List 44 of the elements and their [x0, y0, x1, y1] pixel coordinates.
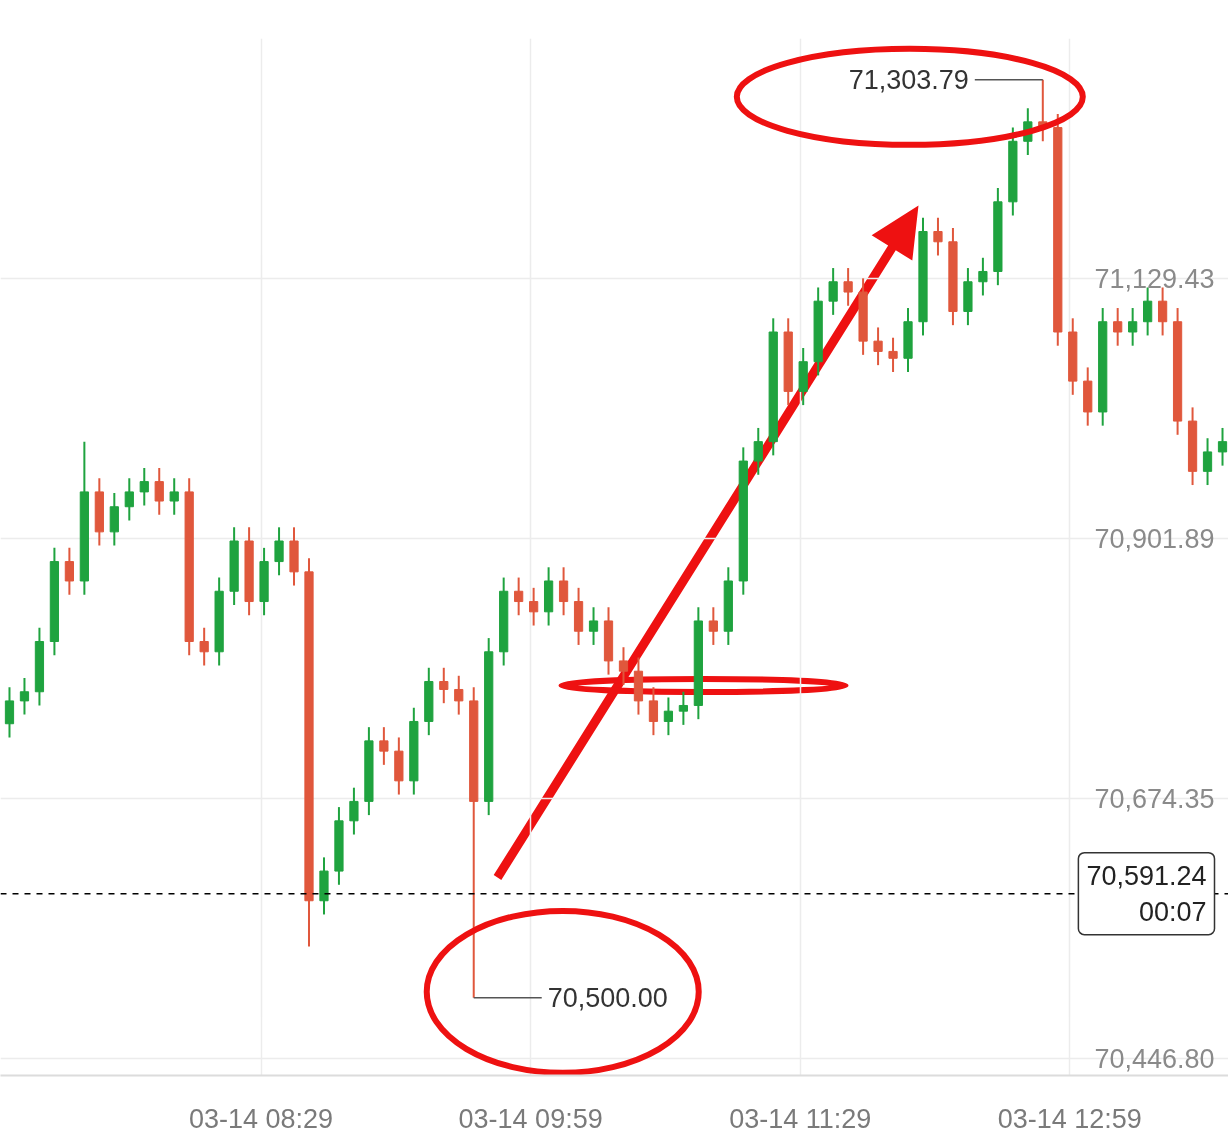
candlestick [1202, 437, 1213, 487]
candlestick [978, 256, 988, 297]
candlestick [169, 477, 179, 516]
candlestick [514, 576, 524, 617]
x-tick-label: 03-14 12:59 [997, 1103, 1142, 1134]
annotation: 70,500.00 [547, 983, 668, 1014]
candlestick [454, 674, 464, 716]
candlestick [199, 626, 209, 667]
candlestick [708, 606, 718, 646]
candlestick [888, 336, 898, 373]
candlestick [933, 216, 943, 257]
candlestick [1113, 307, 1123, 347]
x-tick-label: 03-14 11:29 [729, 1103, 872, 1134]
candlestick [753, 426, 763, 476]
y-tick-label: 70,674.35 [1094, 784, 1215, 815]
ref-line-label: 70,591.24 00:07 [1086, 860, 1207, 927]
candlestick [4, 686, 15, 739]
candlestick [1217, 426, 1228, 467]
candlestick [124, 477, 134, 522]
candlestick [19, 677, 30, 716]
candlestick [439, 666, 449, 705]
y-tick-label: 70,901.89 [1094, 524, 1215, 555]
candlestick [843, 267, 853, 307]
candlestick [558, 566, 569, 617]
candlestick [588, 606, 599, 646]
candlestick [274, 526, 284, 577]
y-tick-label: 70,446.80 [1094, 1044, 1215, 1075]
candlestick [154, 466, 164, 516]
candlestick [618, 646, 629, 686]
candlestick [349, 786, 359, 836]
candlestick [648, 686, 659, 737]
x-tick-label: 03-14 08:29 [189, 1103, 334, 1134]
candlestick [663, 696, 674, 737]
candlestick [678, 690, 689, 726]
candlestick [64, 546, 75, 596]
candlestick [139, 466, 149, 507]
candlestick [828, 267, 838, 316]
annotation: 71,303.79 [848, 65, 969, 96]
candlestick [379, 726, 389, 766]
candlestick [1128, 307, 1138, 347]
candlestick [529, 586, 539, 627]
y-tick-label: 71,129.43 [1094, 264, 1215, 295]
x-tick-label: 03-14 09:59 [458, 1103, 603, 1134]
candlestick [873, 326, 883, 367]
